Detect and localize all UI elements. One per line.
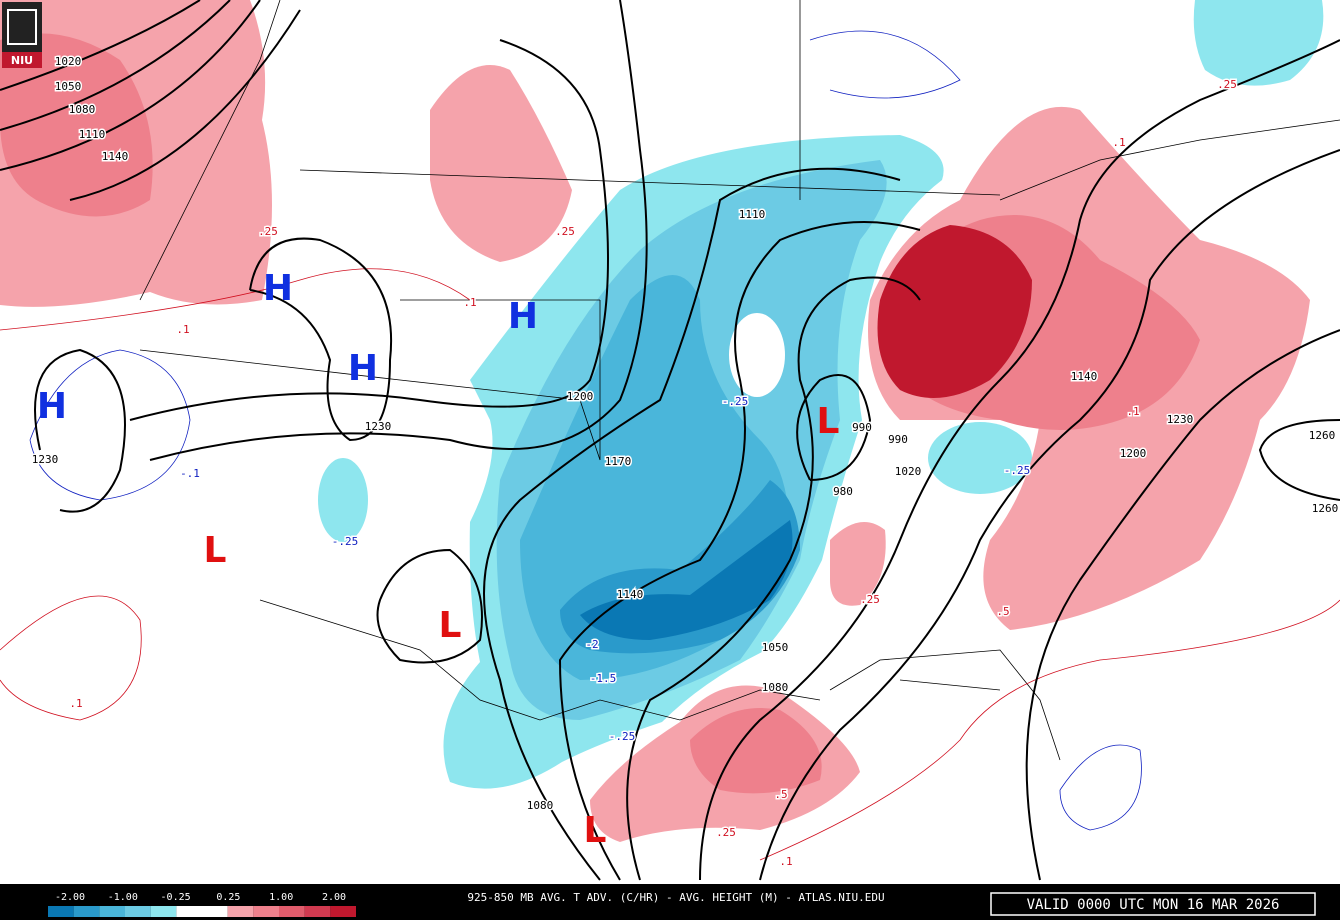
warm-advection-label: .25 bbox=[716, 826, 736, 839]
low-center: L bbox=[817, 401, 840, 442]
colorbar: -2.00 -1.00 -0.25 0.25 1.00 2.00 bbox=[48, 892, 356, 917]
height-label: 1140 bbox=[102, 150, 129, 163]
colorbar-swatch bbox=[48, 906, 74, 917]
colorbar-swatch bbox=[150, 906, 177, 917]
colorbar-swatch bbox=[125, 906, 151, 917]
colorbar-swatch bbox=[253, 906, 279, 917]
footer-title: 925-850 MB AVG. T ADV. (C/HR) - AVG. HEI… bbox=[467, 891, 884, 904]
colorbar-label: -2.00 bbox=[55, 892, 85, 903]
cold-advection-label: -1.5 bbox=[590, 672, 617, 685]
colorbar-swatch bbox=[279, 906, 305, 917]
logo: NIU bbox=[2, 2, 42, 68]
logo-band bbox=[2, 52, 42, 68]
height-label: 1230 bbox=[1167, 413, 1194, 426]
gap-area bbox=[729, 313, 785, 397]
cold-area bbox=[1193, 0, 1324, 86]
warm-advection-label: .25 bbox=[555, 225, 575, 238]
colorbar-label: 0.25 bbox=[216, 892, 240, 903]
height-label: 1080 bbox=[762, 681, 789, 694]
colorbar-swatch bbox=[73, 906, 100, 917]
thin-contours bbox=[0, 30, 1340, 861]
colorbar-label: 2.00 bbox=[322, 892, 346, 903]
warm-advection-label: .25 bbox=[860, 593, 880, 606]
height-label: 1050 bbox=[55, 80, 82, 93]
warm-advection-label: .25 bbox=[1217, 78, 1237, 91]
height-label: 1080 bbox=[527, 799, 554, 812]
height-label: 980 bbox=[833, 485, 853, 498]
warm-advection-label: .1 bbox=[779, 855, 792, 868]
colorbar-swatch bbox=[99, 906, 125, 917]
height-label: 1110 bbox=[79, 128, 106, 141]
borders bbox=[139, 0, 1340, 761]
cold-area bbox=[318, 458, 368, 542]
height-label: 1230 bbox=[365, 420, 392, 433]
warm-advection-label: .1 bbox=[1126, 405, 1139, 418]
height-label: 1110 bbox=[739, 208, 766, 221]
height-label: 990 bbox=[888, 433, 908, 446]
logo-tower bbox=[7, 9, 37, 45]
warm-area bbox=[430, 65, 572, 262]
height-contours bbox=[0, 0, 1340, 881]
warm-advection-label: .25 bbox=[258, 225, 278, 238]
valid-time: VALID 0000 UTC MON 16 MAR 2026 bbox=[1027, 897, 1280, 913]
warm-area bbox=[830, 522, 886, 606]
high-center: H bbox=[37, 386, 67, 427]
cold-area bbox=[580, 520, 793, 640]
height-label: 1260 bbox=[1309, 429, 1336, 442]
low-center: L bbox=[439, 605, 462, 646]
cold-advection-label: -.1 bbox=[180, 467, 200, 480]
height-label: 1140 bbox=[1071, 370, 1098, 383]
colorbar-label: -1.00 bbox=[108, 892, 138, 903]
height-label: 990 bbox=[852, 421, 872, 434]
cold-advection-label: -.25 bbox=[1004, 464, 1031, 477]
height-label: 1200 bbox=[567, 390, 594, 403]
colorbar-label: 1.00 bbox=[269, 892, 293, 903]
colorbar-label: -0.25 bbox=[161, 892, 191, 903]
high-center: H bbox=[263, 268, 293, 309]
colorbar-swatch bbox=[227, 906, 254, 917]
warm-advection-label: .1 bbox=[1112, 136, 1125, 149]
height-label: 1020 bbox=[55, 55, 82, 68]
colorbar-swatch bbox=[202, 906, 228, 917]
warm-advection-label: .1 bbox=[176, 323, 189, 336]
colorbar-swatch bbox=[330, 906, 356, 917]
cold-advection-label: -2 bbox=[585, 638, 598, 651]
low-center: L bbox=[204, 530, 227, 571]
logo-text: NIU bbox=[11, 54, 33, 67]
high-center: H bbox=[508, 296, 538, 337]
height-label: 1140 bbox=[617, 588, 644, 601]
cold-advection-label: -.25 bbox=[722, 395, 749, 408]
warm-area bbox=[0, 33, 153, 217]
cold-area bbox=[928, 422, 1032, 494]
cold-advection-label: -.25 bbox=[609, 730, 636, 743]
valid-box bbox=[990, 892, 1316, 916]
height-label: 1170 bbox=[605, 455, 632, 468]
height-label: 1080 bbox=[69, 103, 96, 116]
height-label: 1050 bbox=[762, 641, 789, 654]
warm-advection-label: .1 bbox=[69, 697, 82, 710]
high-center: H bbox=[348, 348, 378, 389]
height-label: 1230 bbox=[32, 453, 59, 466]
cold-advection-label: -.25 bbox=[332, 535, 359, 548]
warm-advection-label: .5 bbox=[774, 788, 787, 801]
warm-advection-label: .5 bbox=[996, 605, 1009, 618]
labels: H H H H L L L L 1020 1050 1080 1110 1140 1230 1230 1200… bbox=[30, 54, 1340, 870]
colorbar-swatch bbox=[304, 906, 331, 917]
warm-advection-label: .1 bbox=[463, 296, 476, 309]
height-label: 1200 bbox=[1120, 447, 1147, 460]
colorbar-swatch bbox=[176, 906, 202, 917]
shading bbox=[0, 0, 1324, 842]
low-center: L bbox=[584, 810, 607, 851]
height-label: 1020 bbox=[895, 465, 922, 478]
height-label: 1260 bbox=[1312, 502, 1339, 515]
warm-area bbox=[877, 225, 1032, 398]
